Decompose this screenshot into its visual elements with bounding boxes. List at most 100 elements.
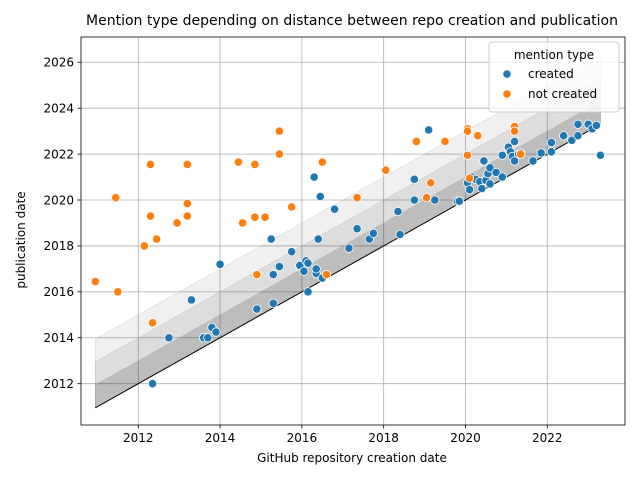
data-point	[311, 264, 321, 274]
data-point	[172, 218, 182, 228]
y-tick-label: 2012	[43, 377, 74, 391]
x-tick-label: 2022	[532, 431, 563, 445]
data-point	[182, 159, 192, 170]
data-point	[303, 287, 313, 297]
data-point	[321, 270, 332, 280]
data-point	[90, 276, 100, 287]
data-point	[509, 136, 520, 147]
data-point	[309, 172, 319, 182]
x-tick-label: 2016	[287, 431, 318, 445]
data-point	[139, 241, 149, 251]
data-point	[509, 126, 520, 136]
data-point	[329, 204, 340, 214]
data-point	[211, 327, 221, 337]
data-point	[528, 156, 538, 166]
legend-marker	[502, 89, 512, 99]
x-tick-label: 2018	[368, 431, 399, 445]
data-point	[215, 259, 225, 269]
data-point	[440, 136, 450, 147]
series-created	[147, 119, 606, 389]
data-point	[595, 150, 606, 160]
data-point	[454, 196, 464, 206]
chart-title: Mention type depending on distance betwe…	[86, 13, 618, 29]
axes-frame	[80, 36, 626, 426]
y-tick-label: 2020	[43, 193, 74, 207]
data-point	[573, 131, 583, 141]
data-point	[573, 119, 583, 129]
data-point	[591, 120, 601, 130]
data-point	[274, 126, 284, 136]
y-tick-label: 2014	[43, 331, 74, 345]
legend: mention type created not created	[488, 41, 620, 113]
x-tick-label: 2014	[205, 431, 236, 445]
data-point	[113, 287, 123, 297]
x-tick-label: 2012	[123, 431, 154, 445]
data-point	[147, 379, 158, 389]
data-point	[381, 165, 391, 175]
data-point	[287, 202, 297, 212]
data-point	[430, 195, 440, 205]
data-point	[509, 156, 520, 166]
data-point	[567, 135, 577, 145]
data-point	[260, 212, 270, 222]
data-point	[352, 193, 362, 203]
x-tick-label: 2020	[450, 431, 481, 445]
data-point	[464, 185, 475, 195]
data-point	[313, 234, 323, 244]
data-point	[203, 333, 213, 343]
data-point	[473, 131, 483, 141]
data-point	[424, 125, 434, 135]
legend-marker	[502, 69, 512, 79]
data-point	[516, 149, 526, 159]
data-point	[491, 167, 501, 178]
data-point	[546, 147, 556, 157]
data-point	[233, 157, 244, 167]
data-point	[268, 298, 278, 308]
data-point	[411, 136, 421, 147]
data-point	[164, 333, 174, 343]
data-point	[546, 138, 556, 148]
data-point	[477, 183, 487, 194]
data-point	[479, 156, 489, 166]
data-point	[252, 304, 262, 314]
y-tick-label: 2026	[43, 56, 74, 70]
data-point	[315, 191, 325, 202]
data-point	[152, 234, 162, 244]
data-point	[497, 172, 507, 182]
y-tick-label: 2018	[43, 239, 74, 253]
y-axis-label: publication date	[14, 191, 28, 288]
data-point	[464, 173, 475, 183]
plot-area: 2012 2014 2016 2018 2020 2022 2012 2014 2016 2018…	[43, 36, 626, 445]
data-point	[252, 270, 262, 280]
data-point	[182, 211, 192, 221]
data-point	[250, 159, 260, 170]
data-point	[536, 148, 546, 158]
data-point	[485, 179, 495, 189]
data-point	[266, 234, 276, 244]
y-tick-label: 2024	[43, 101, 74, 115]
legend-entry: not created	[528, 87, 597, 101]
data-point	[409, 174, 419, 184]
series-not-created	[90, 121, 526, 328]
data-point	[393, 206, 403, 217]
data-point	[422, 193, 432, 203]
y-tick-label: 2022	[43, 147, 74, 161]
data-point	[274, 149, 284, 159]
legend-title: mention type	[514, 48, 594, 62]
data-point	[485, 163, 495, 173]
data-point	[268, 270, 278, 280]
data-point	[186, 295, 197, 305]
data-point	[344, 243, 354, 253]
data-point	[462, 126, 473, 136]
data-point	[426, 178, 436, 188]
data-point	[250, 212, 260, 222]
legend-entry: created	[528, 67, 574, 81]
diagonal-line	[95, 123, 601, 409]
data-point	[368, 228, 379, 238]
data-point	[303, 258, 313, 268]
data-point	[462, 150, 473, 160]
data-point	[287, 247, 297, 257]
legend-frame	[488, 41, 620, 113]
data-point	[274, 261, 284, 272]
